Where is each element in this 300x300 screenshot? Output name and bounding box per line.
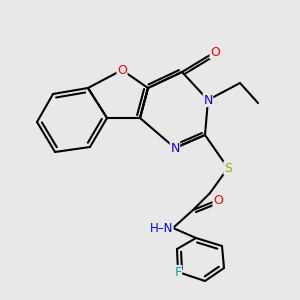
Text: F: F — [174, 266, 182, 278]
Text: O: O — [213, 194, 223, 206]
Text: O: O — [210, 46, 220, 59]
Text: H–N: H–N — [150, 221, 173, 235]
Text: S: S — [224, 161, 232, 175]
Text: O: O — [117, 64, 127, 76]
Text: N: N — [203, 94, 213, 106]
Text: N: N — [170, 142, 180, 154]
